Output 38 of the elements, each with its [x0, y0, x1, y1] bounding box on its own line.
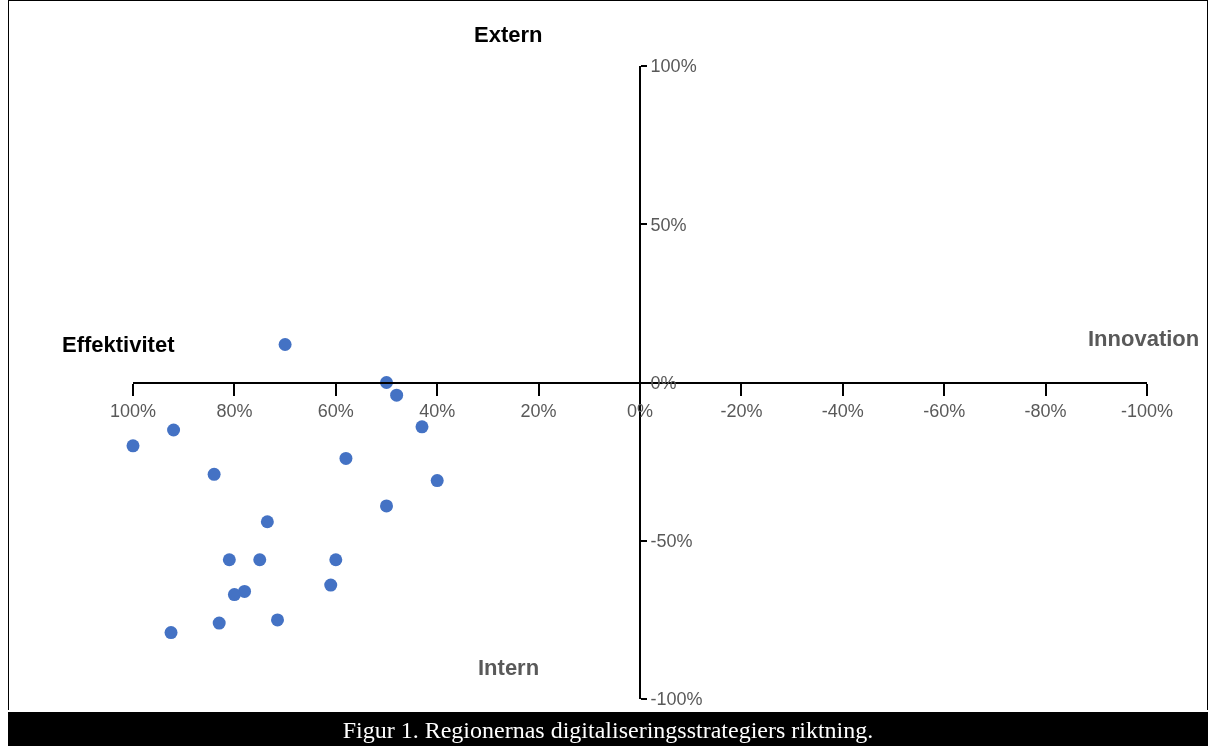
point [430, 474, 444, 488]
x-tick-label: -40% [821, 401, 864, 422]
point [227, 588, 241, 602]
x-tick-label: -100% [1120, 401, 1174, 422]
x-tick-label: 40% [419, 401, 456, 422]
y-tick-label: 100% [650, 56, 697, 77]
annotation: Innovation [1088, 326, 1200, 351]
x-tick-label: 80% [216, 401, 253, 422]
point [260, 515, 274, 529]
point [238, 584, 252, 598]
x-tick-label: 20% [520, 401, 557, 422]
point [207, 467, 221, 481]
x-tick-label: 100% [109, 401, 157, 422]
point [126, 439, 140, 453]
y-tick-label: 50% [650, 214, 687, 235]
text: Extern [474, 22, 543, 47]
y-tick-label: -100% [650, 689, 703, 710]
x-tick-label: 60% [317, 401, 354, 422]
point [271, 613, 284, 627]
y-tick-label: -50% [650, 531, 693, 552]
point [164, 626, 178, 640]
x-tick-label: -20% [720, 401, 763, 422]
point [415, 420, 429, 434]
point [278, 338, 292, 352]
point [324, 578, 338, 592]
x-tick-label: -80% [1024, 401, 1067, 422]
x-tick-label: -60% [923, 401, 966, 422]
annotation: Intern [478, 655, 540, 680]
point [167, 423, 181, 437]
point [390, 388, 404, 402]
point [212, 616, 226, 630]
annotation: Effektivitet [62, 332, 176, 357]
point [380, 499, 393, 513]
point [339, 451, 353, 465]
text: Figur 1. Regionernas digitaliseringsstrategiers riktning. [8, 712, 1208, 746]
point [222, 553, 236, 567]
point [329, 553, 343, 567]
point [253, 553, 267, 567]
